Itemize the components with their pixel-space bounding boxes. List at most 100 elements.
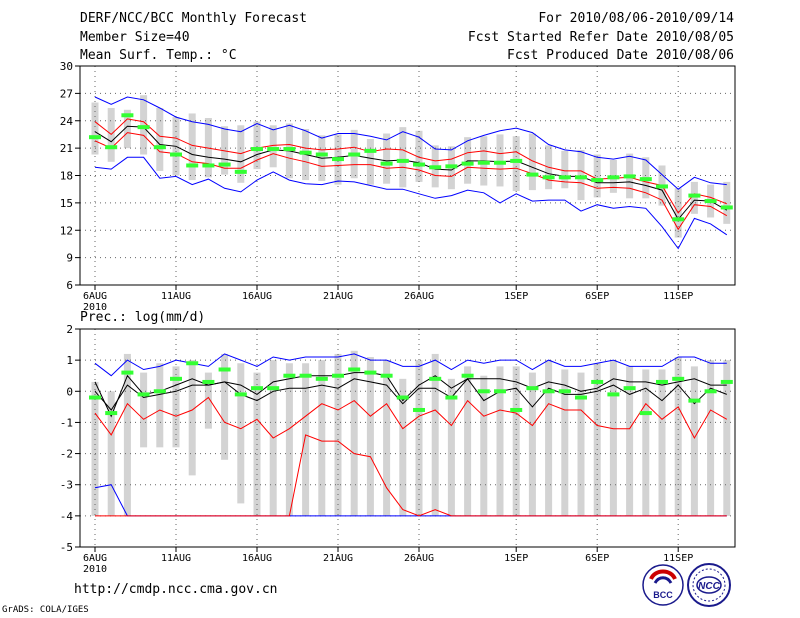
temperature-panel: 6 9 12 15 18 21 24 27 30 6AUG 11AUG 16AUG 21AUG 26AUG… — [60, 60, 736, 313]
prec-box-1 — [107, 391, 115, 516]
prec-box-18 — [383, 360, 391, 516]
prec-observed-1 — [105, 411, 118, 416]
prec-observed-28 — [542, 389, 555, 394]
prec-observed-9 — [234, 392, 247, 397]
fcst-produced-date: Fcst Produced Date 2010/08/06 — [507, 48, 734, 63]
prec-xtick-label-3: 21AUG — [323, 553, 353, 564]
prec-ytick-label-5: 0 — [66, 385, 73, 398]
temp-observed-31 — [591, 178, 604, 183]
prec-box-25 — [496, 366, 504, 516]
temp-xtick-label-0: 6AUG — [83, 291, 107, 302]
prec-observed-31 — [591, 379, 604, 384]
temp-ytick-label-7: 27 — [60, 87, 73, 100]
prec-xtick-label-0: 6AUG — [83, 553, 107, 564]
prec-observed-5 — [170, 376, 182, 381]
temp-line-mean — [94, 125, 728, 221]
prec-line-lowest — [95, 434, 727, 517]
prec-box-37 — [690, 366, 698, 516]
prec-observed-0 — [89, 395, 101, 400]
temp-observed-26 — [510, 158, 523, 163]
temp-observed-2 — [121, 113, 134, 118]
temp-observed-24 — [477, 160, 490, 165]
temp-observed-23 — [461, 161, 474, 166]
temp-observed-7 — [202, 163, 215, 168]
prec-observed-12 — [283, 373, 296, 378]
temp-box-3 — [140, 95, 148, 155]
temp-box-6 — [188, 113, 196, 181]
prec-observed-33 — [623, 386, 636, 391]
prec-observed-23 — [461, 373, 474, 378]
temp-ytick-label-0: 6 — [66, 279, 73, 292]
temp-box-25 — [496, 134, 504, 187]
prec-box-28 — [545, 360, 553, 516]
temp-observed-12 — [283, 147, 296, 152]
temp-observed-10 — [251, 147, 263, 152]
temp-observed-19 — [396, 158, 409, 163]
prec-box-35 — [658, 369, 666, 516]
prec-box-39 — [723, 360, 731, 516]
prec-observed-29 — [558, 389, 571, 394]
prec-observed-2 — [121, 370, 134, 375]
temp-observed-27 — [526, 172, 539, 177]
prec-ytick-label-3: -2 — [60, 448, 73, 461]
temp-observed-32 — [607, 175, 620, 180]
prec-xtick-label-4: 26AUG — [404, 553, 434, 564]
temp-observed-11 — [267, 147, 280, 152]
temp-box-18 — [383, 133, 391, 184]
prec-observed-8 — [218, 367, 231, 372]
prec-observed-11 — [267, 386, 280, 391]
prec-observed-3 — [137, 392, 150, 397]
prec-ytick-label-7: 2 — [66, 323, 73, 336]
prec-box-36 — [674, 357, 682, 516]
prec-box-29 — [561, 369, 569, 516]
prec-xtick-label-6: 6SEP — [585, 553, 609, 564]
temp-observed-39 — [720, 205, 733, 210]
temp-observed-8 — [218, 162, 231, 167]
prec-observed-6 — [186, 361, 199, 366]
temp-observed-37 — [688, 193, 701, 198]
prec-observed-37 — [688, 398, 701, 403]
prec-observed-16 — [348, 367, 361, 372]
temp-observed-13 — [299, 150, 312, 155]
temp-year-label: 2010 — [83, 302, 107, 313]
prec-frame — [79, 328, 736, 548]
temp-observed-18 — [380, 161, 393, 166]
prec-observed-32 — [607, 392, 620, 397]
temp-box-37 — [690, 181, 698, 214]
prec-observed-15 — [332, 373, 344, 378]
prec-xtick-label-2: 16AUG — [242, 553, 272, 564]
prec-observed-17 — [364, 370, 377, 375]
temp-observed-33 — [623, 174, 636, 179]
prec-box-12 — [285, 363, 293, 516]
temp-observed-35 — [656, 184, 668, 189]
prec-line-ensemble-max — [94, 353, 727, 377]
temp-observed-25 — [494, 160, 506, 165]
temp-box-39 — [723, 181, 731, 224]
temp-box-29 — [561, 150, 569, 189]
prec-box-38 — [707, 360, 715, 516]
temp-box-4 — [156, 107, 164, 171]
prec-box-5 — [172, 366, 180, 448]
prec-observed-22 — [445, 395, 458, 400]
prec-box-7 — [204, 372, 212, 429]
prec-box-19 — [399, 378, 407, 516]
prec-box-21 — [431, 353, 439, 516]
prec-box-22 — [447, 378, 455, 516]
temp-observed-17 — [364, 148, 377, 153]
temp-box-27 — [528, 133, 536, 191]
temp-ytick-label-3: 15 — [60, 197, 73, 210]
prec-box-2 — [123, 353, 131, 516]
bcc-logo-icon: BCC — [642, 564, 684, 606]
temp-observed-4 — [153, 145, 166, 150]
prec-xtick-label-7: 11SEP — [663, 553, 693, 564]
temp-observed-1 — [105, 145, 118, 150]
temp-xtick-label-6: 6SEP — [585, 291, 609, 302]
prec-observed-7 — [202, 379, 215, 384]
temp-xtick-label-2: 16AUG — [242, 291, 272, 302]
temp-observed-9 — [234, 169, 247, 174]
prec-box-13 — [302, 363, 310, 516]
temp-observed-38 — [704, 199, 717, 204]
prec-box-27 — [528, 372, 536, 516]
prec-observed-25 — [494, 389, 506, 394]
